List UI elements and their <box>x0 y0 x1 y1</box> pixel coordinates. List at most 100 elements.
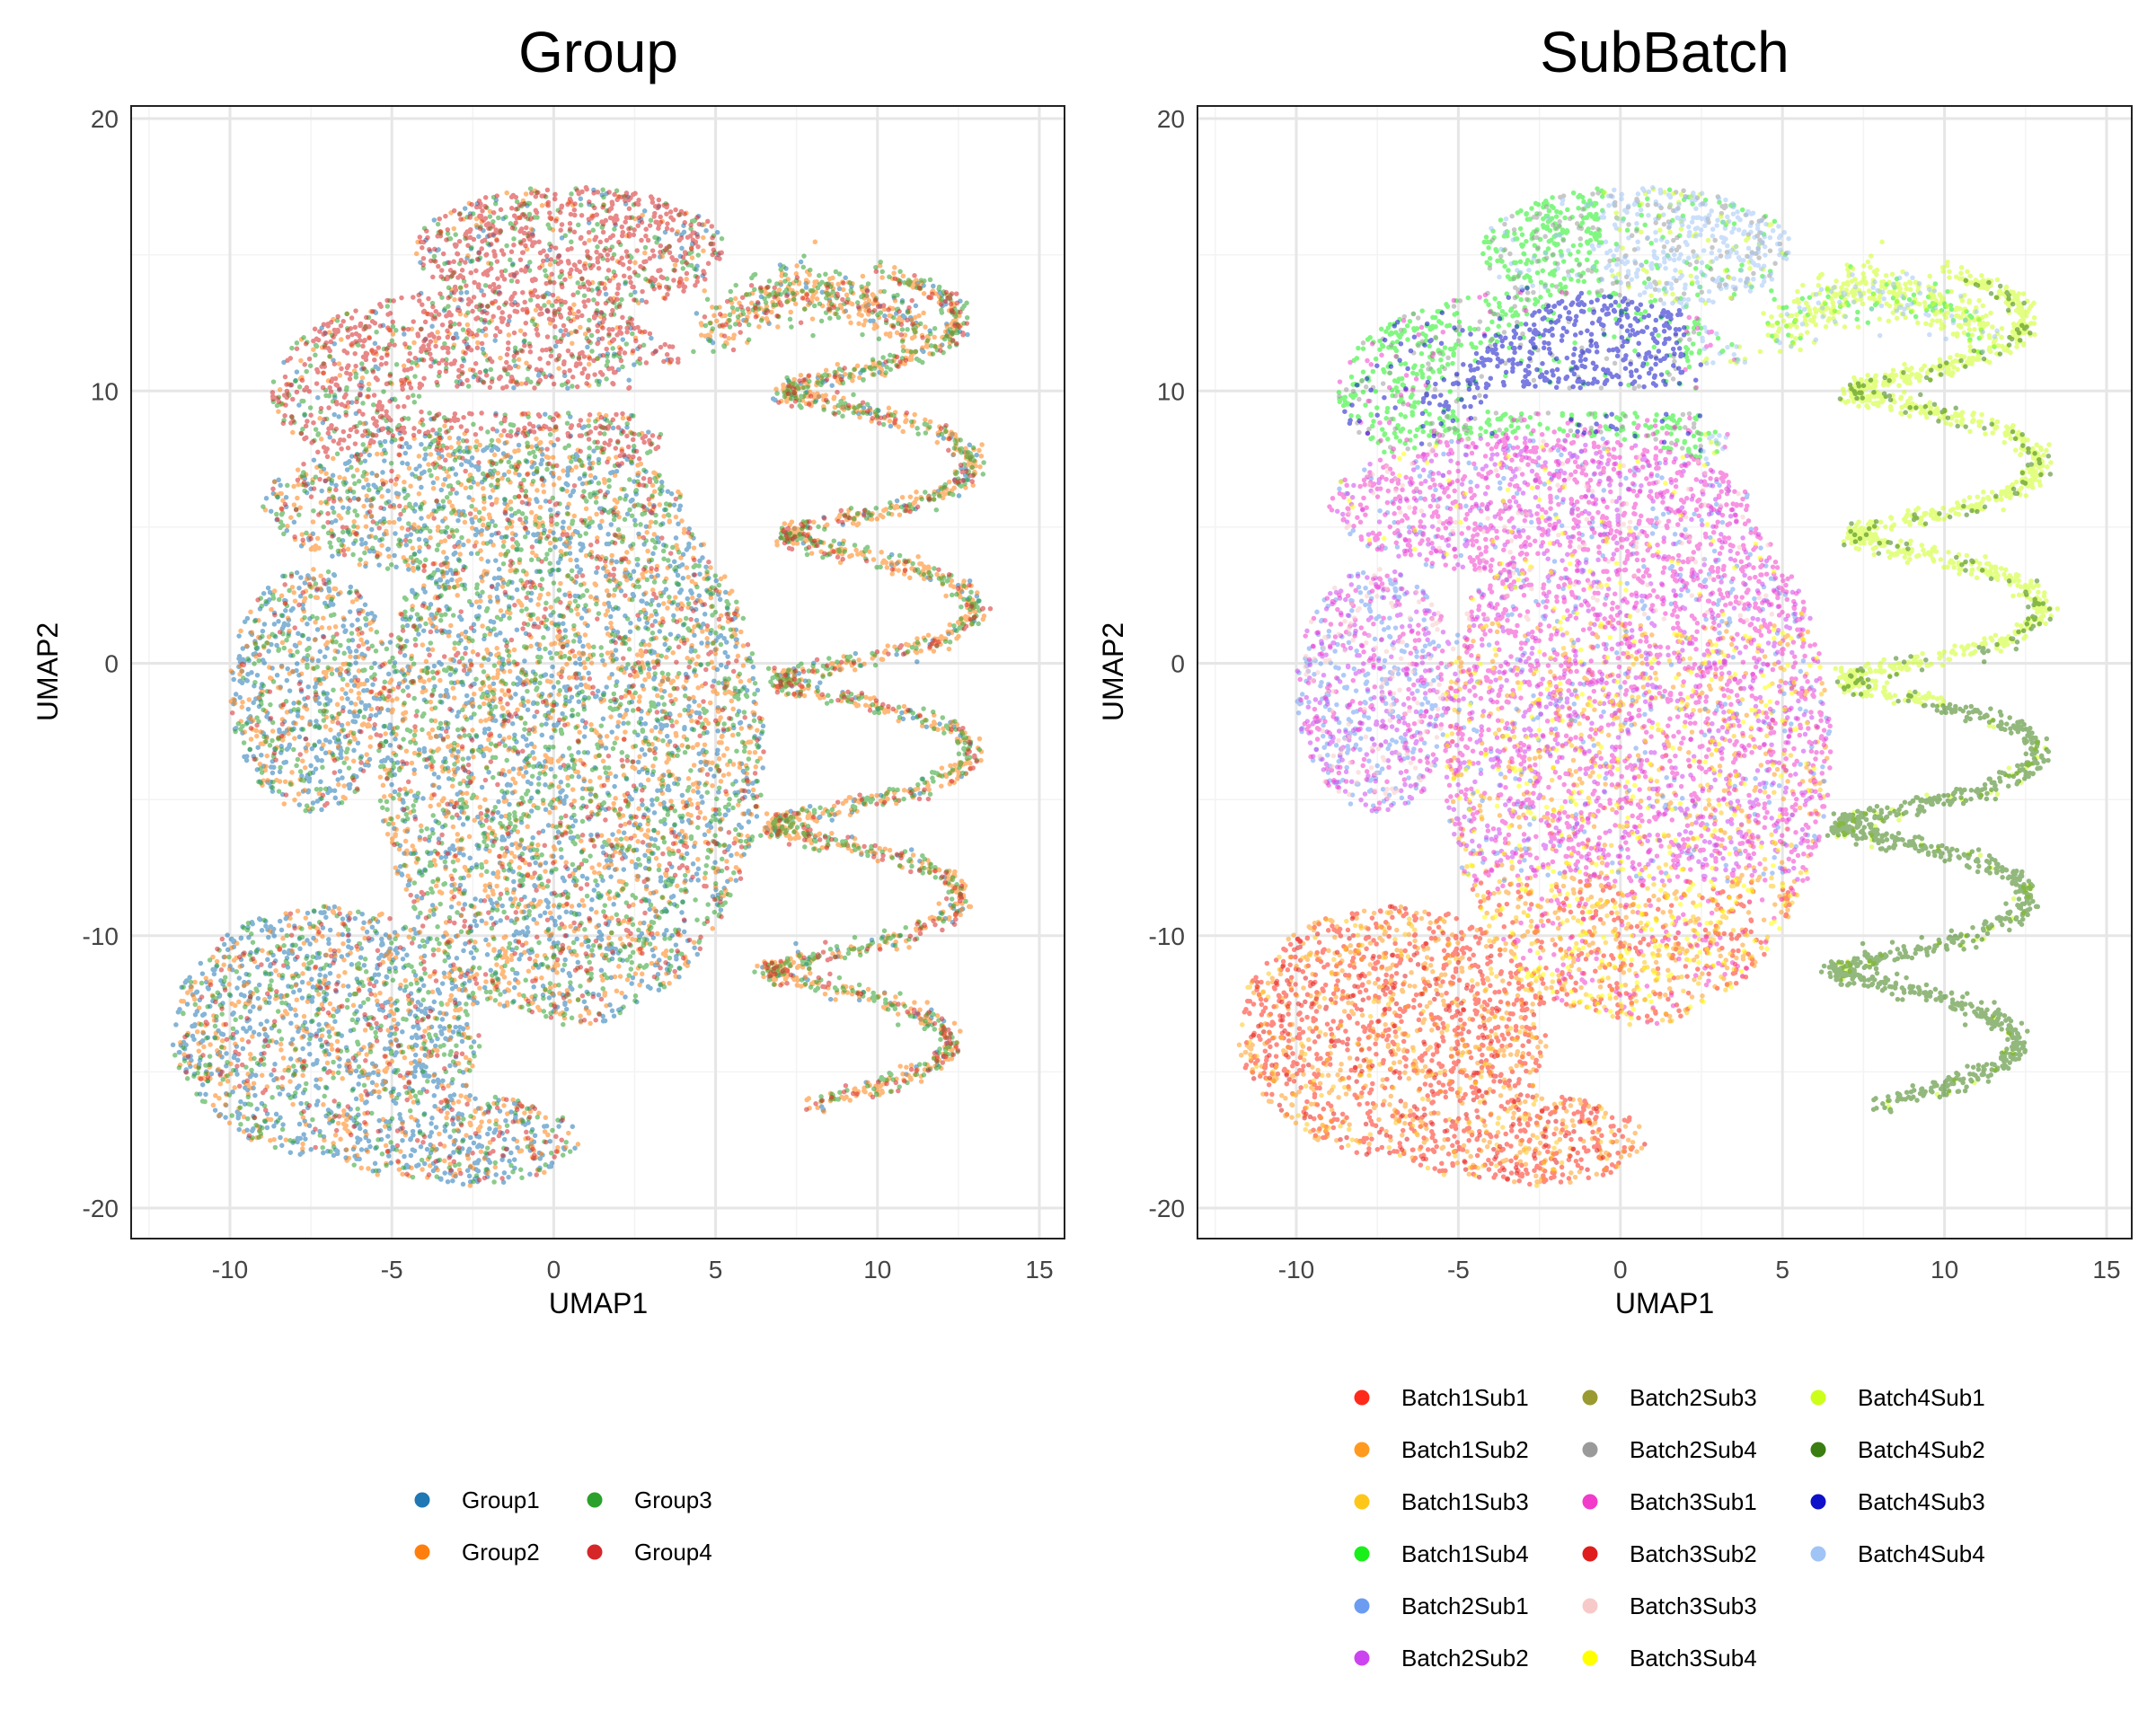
legend-item: Batch4Sub2 <box>1810 1436 1985 1463</box>
legend-item: Group4 <box>587 1539 712 1566</box>
panel-subbatch: SubBatch -10 -5 0 5 10 15 -20 -10 0 10 20 UMAP1 U… <box>1097 20 2133 1672</box>
legend-label: Group1 <box>462 1486 540 1513</box>
plot-border <box>1197 105 2133 1239</box>
legend-label: Batch2Sub4 <box>1630 1436 1757 1463</box>
legend-item: Batch3Sub4 <box>1582 1645 1757 1672</box>
legend-swatch <box>1582 1650 1598 1666</box>
legend-swatch <box>1354 1494 1370 1510</box>
legend-label: Batch3Sub1 <box>1630 1488 1757 1515</box>
legend-label: Group2 <box>462 1539 540 1566</box>
y-tick-label: -10 <box>83 922 119 950</box>
legend-label: Batch4Sub1 <box>1858 1384 1985 1411</box>
legend-swatch <box>1354 1442 1370 1458</box>
series-points-batch4sub3 <box>1342 285 1704 453</box>
legend-swatch <box>414 1492 430 1508</box>
y-tick-label: -10 <box>1149 922 1185 950</box>
x-tick-label: 0 <box>1613 1256 1628 1284</box>
legend-item: Batch4Sub1 <box>1810 1384 1985 1411</box>
legend-item: Batch2Sub2 <box>1354 1645 1529 1672</box>
legend-swatch <box>1582 1389 1598 1406</box>
legend-item: Batch1Sub2 <box>1354 1436 1529 1463</box>
legend-item: Batch1Sub1 <box>1354 1384 1529 1411</box>
legend-label: Batch4Sub4 <box>1858 1540 1985 1567</box>
series-points-group1 <box>170 187 981 1187</box>
x-tick-label: 15 <box>1025 1256 1053 1284</box>
y-tick-label: 10 <box>91 377 119 405</box>
legend-label: Batch2Sub2 <box>1401 1645 1529 1672</box>
legend-swatch <box>1582 1494 1598 1510</box>
x-tick-label: 10 <box>1931 1256 1958 1284</box>
y-tick-label: 10 <box>1157 377 1185 405</box>
panel-title: Group <box>518 20 678 84</box>
series-points-batch3sub4 <box>1338 444 1823 1021</box>
legend-swatch <box>1810 1546 1826 1562</box>
y-tick-label: 0 <box>1171 650 1185 678</box>
legend-swatch <box>1810 1389 1826 1406</box>
series-points-batch3sub3 <box>1303 437 1807 801</box>
legend-item: Batch3Sub2 <box>1582 1540 1757 1567</box>
legend-label: Batch1Sub2 <box>1401 1436 1529 1463</box>
series-points-batch1sub4 <box>1336 186 1997 460</box>
y-tick-label: -20 <box>1149 1195 1185 1222</box>
x-axis-label: UMAP1 <box>1615 1287 1714 1319</box>
y-tick-label: -20 <box>83 1195 119 1222</box>
series-points-batch4sub2 <box>1818 278 2054 1115</box>
legend-label: Group3 <box>634 1486 712 1513</box>
x-tick-label: -10 <box>212 1256 248 1284</box>
legend-label: Batch1Sub1 <box>1401 1384 1529 1411</box>
legend-item: Batch2Sub3 <box>1582 1384 1757 1411</box>
x-tick-label: 10 <box>863 1256 891 1284</box>
legend-label: Batch4Sub3 <box>1858 1488 1985 1515</box>
x-tick-label: -10 <box>1278 1256 1314 1284</box>
legend-label: Batch4Sub2 <box>1858 1436 1985 1463</box>
y-tick-label: 20 <box>1157 105 1185 133</box>
x-tick-labels: -10 -5 0 5 10 15 <box>1278 1256 2121 1284</box>
legend-item: Batch2Sub4 <box>1582 1436 1757 1463</box>
x-tick-label: -5 <box>1447 1256 1470 1284</box>
legend-item: Batch1Sub3 <box>1354 1488 1529 1515</box>
legend-swatch <box>1354 1389 1370 1406</box>
x-axis-label: UMAP1 <box>549 1287 648 1319</box>
legend-swatch <box>1810 1494 1826 1510</box>
legend-item: Batch1Sub4 <box>1354 1540 1529 1567</box>
legend-label: Batch2Sub3 <box>1630 1384 1757 1411</box>
plot-border <box>130 105 1065 1239</box>
y-axis-label: UMAP2 <box>31 622 64 721</box>
y-tick-label: 0 <box>104 650 119 678</box>
y-tick-labels: -20 -10 0 10 20 <box>83 105 119 1222</box>
legend-label: Batch1Sub4 <box>1401 1540 1529 1567</box>
x-tick-label: -5 <box>381 1256 403 1284</box>
legend-swatch <box>1582 1598 1598 1614</box>
series-points-group4 <box>182 185 994 1183</box>
x-tick-label: 15 <box>2092 1256 2120 1284</box>
legend-item: Batch2Sub1 <box>1354 1592 1529 1619</box>
legend-label: Batch2Sub1 <box>1401 1592 1529 1619</box>
points <box>1236 185 2061 1188</box>
legend-swatch <box>1582 1546 1598 1562</box>
y-tick-labels: -20 -10 0 10 20 <box>1149 105 1185 1222</box>
legend-label: Batch3Sub4 <box>1630 1645 1757 1672</box>
legend-item: Group3 <box>587 1486 712 1513</box>
legend-item: Group2 <box>414 1539 540 1566</box>
legend-swatch <box>1810 1442 1826 1458</box>
legend-item: Batch4Sub4 <box>1810 1540 1985 1567</box>
y-axis-label: UMAP2 <box>1097 622 1129 721</box>
points <box>170 185 994 1188</box>
x-tick-label: 5 <box>709 1256 723 1284</box>
legend: Batch1Sub1 Batch1Sub2 Batch1Sub3 Batch1Sub4… <box>1354 1384 1985 1672</box>
legend-swatch <box>587 1492 603 1508</box>
legend-swatch <box>1582 1442 1598 1458</box>
legend-swatch <box>1354 1546 1370 1562</box>
legend-swatch <box>1354 1650 1370 1666</box>
series-points-batch3sub1 <box>1297 289 1833 1027</box>
legend-item: Batch3Sub3 <box>1582 1592 1757 1619</box>
legend-swatch <box>1354 1598 1370 1614</box>
panel-title: SubBatch <box>1540 20 1789 84</box>
legend-item: Group1 <box>414 1486 540 1513</box>
legend-label: Batch1Sub3 <box>1401 1488 1529 1515</box>
series-points-batch4sub4 <box>1489 185 2000 462</box>
legend-swatch <box>587 1544 603 1560</box>
legend-label: Batch3Sub2 <box>1630 1540 1757 1567</box>
